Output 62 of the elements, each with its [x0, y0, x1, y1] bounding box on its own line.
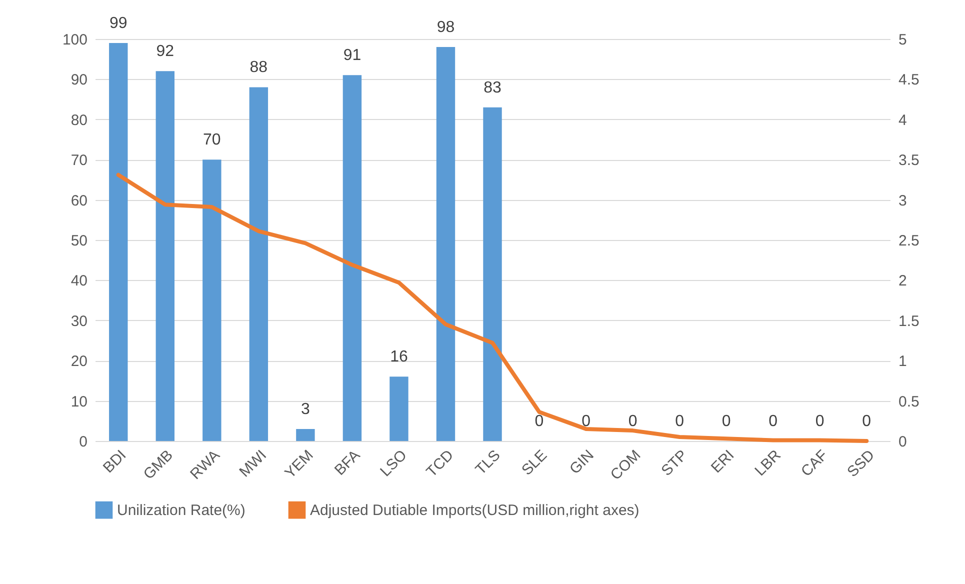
y-tick-label: 0 — [79, 434, 88, 450]
data-label: 99 — [109, 15, 128, 32]
data-label: 0 — [582, 413, 591, 430]
bar — [296, 428, 315, 441]
x-tick-label: SSD — [844, 446, 878, 481]
data-label: 0 — [815, 413, 824, 430]
data-label: 0 — [628, 413, 638, 430]
y2-tick-label: 3 — [898, 192, 907, 210]
y2-tick-label: 3.5 — [898, 152, 920, 170]
data-label: 92 — [156, 43, 174, 60]
y-tick-label: 80 — [70, 112, 88, 129]
y2-tick-label: 0.5 — [898, 393, 920, 410]
y-tick-label: 60 — [70, 192, 88, 210]
data-label: 3 — [300, 400, 310, 418]
y-tick-label: 20 — [70, 353, 88, 370]
y-tick-label: 70 — [70, 152, 88, 170]
bar — [436, 47, 456, 441]
y2-tick-label: 4 — [898, 112, 907, 129]
x-tick-label: BFA — [331, 446, 364, 479]
legend-label: Unilization Rate(%) — [117, 502, 246, 520]
y-tick-label: 100 — [62, 32, 88, 48]
data-label: 0 — [534, 413, 544, 430]
bar — [249, 87, 268, 441]
data-label: 88 — [250, 59, 268, 76]
y2-tick-label: 0 — [898, 434, 907, 450]
data-label: 0 — [675, 413, 684, 430]
y2-tick-label: 4.5 — [898, 72, 920, 89]
y2-tick-label: 5 — [898, 32, 907, 48]
bar — [483, 107, 502, 441]
x-tick-label: LBR — [752, 446, 785, 480]
data-label: 16 — [390, 348, 408, 366]
legend-label: Adjusted Dutiable Imports(USD million,right axes) — [310, 502, 640, 520]
y-tick-label: 30 — [70, 312, 88, 330]
x-tick-label: TLS — [472, 446, 504, 478]
data-label: 91 — [343, 47, 362, 64]
x-tick-label: SLE — [518, 446, 551, 479]
y-tick-label: 40 — [70, 272, 88, 290]
y2-tick-label: 1.5 — [898, 312, 920, 330]
data-label: 83 — [484, 79, 502, 96]
data-label: 0 — [768, 413, 778, 430]
x-tick-label: LSO — [377, 446, 410, 480]
x-tick-label: BDI — [100, 446, 130, 476]
data-label: 98 — [436, 19, 455, 36]
bar — [342, 75, 362, 441]
x-tick-label: GIN — [566, 446, 598, 478]
bar — [202, 160, 222, 441]
data-label: 0 — [722, 413, 731, 430]
line-series — [116, 172, 869, 443]
x-tick-label: STP — [658, 446, 691, 480]
bar — [156, 71, 174, 441]
data-label: 70 — [203, 132, 221, 149]
y-tick-label: 10 — [70, 393, 88, 410]
y2-tick-label: 1 — [898, 353, 907, 370]
x-tick-label: ERI — [708, 446, 738, 476]
y-tick-label: 50 — [70, 232, 88, 250]
y2-tick-label: 2 — [898, 272, 907, 290]
x-tick-label: TCD — [423, 446, 458, 481]
bar — [390, 376, 408, 441]
data-label: 0 — [862, 413, 872, 430]
bar — [109, 43, 128, 441]
y-tick-label: 90 — [70, 72, 88, 89]
y2-tick-label: 2.5 — [898, 232, 920, 250]
